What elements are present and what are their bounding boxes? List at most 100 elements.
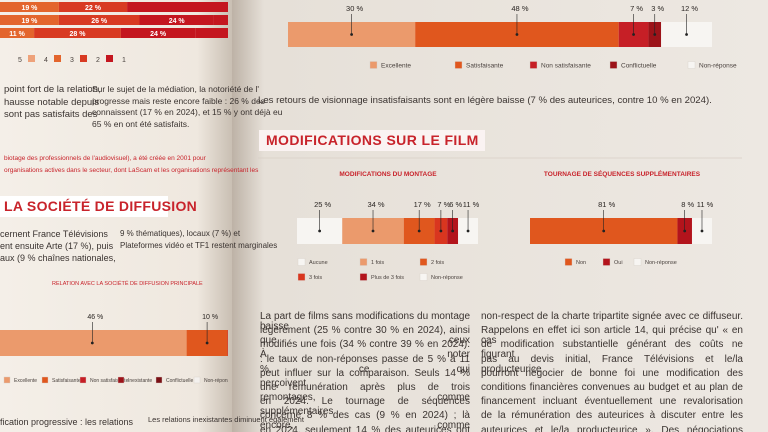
- paragraph: hausse notable depuis: [4, 96, 100, 108]
- chart-title: RELATION AVEC LA SOCIÉTÉ DE DIFFUSION PR…: [52, 280, 203, 287]
- value-label: 19 %: [21, 5, 38, 12]
- label-dot: [700, 229, 704, 233]
- legend-label: Conflictuelle: [621, 62, 657, 69]
- legend-label: Non-réponse: [204, 378, 233, 384]
- paragraph: La part de films sans modifications du m…: [260, 311, 470, 332]
- legend-label: 1 fois: [371, 260, 384, 266]
- value-label: 46 %: [87, 314, 103, 321]
- paragraph: une rémunération après plus de trois rem…: [260, 382, 470, 403]
- legend-label: Oui: [614, 260, 623, 266]
- paragraph: légèrement (25 % contre 30 % en 2024), a…: [260, 325, 470, 347]
- value-label: 11 %: [463, 200, 480, 209]
- legend-swatch: [41, 376, 49, 384]
- value-label: 7 %: [630, 4, 643, 13]
- paragraph: 65 % en ont été satisfaits.: [92, 118, 190, 129]
- value-label: 10 %: [202, 314, 218, 321]
- legend-label: Excellente: [381, 62, 411, 69]
- bar-segment: [58, 2, 128, 12]
- legend-label: Non satisfaisante: [541, 62, 591, 69]
- legend-label: 4: [44, 57, 48, 64]
- paragraph: pourront négocier de bonne foi une modif…: [481, 367, 743, 379]
- legend-label: Conflictuelle: [166, 378, 193, 384]
- legend-swatch: [359, 273, 368, 281]
- label-dot: [451, 229, 455, 233]
- legend-label: Aucune: [309, 260, 328, 266]
- paragraph: de modification substantielle générant d…: [481, 339, 743, 361]
- bar-rest: [127, 2, 228, 12]
- legend-swatch: [193, 376, 201, 384]
- paragraph: conditions financières convenues au budg…: [481, 382, 743, 393]
- paragraph: pas au devis initial, France Télévisions…: [481, 353, 743, 375]
- paragraph: Les relations inexistantes diminuent éga…: [148, 415, 304, 424]
- value-label: 34 %: [367, 200, 384, 209]
- value-label: 6 %: [449, 200, 462, 209]
- bar-segment: [139, 15, 214, 25]
- paragraph: Rappelons en effet ici son article 14, q…: [481, 325, 743, 347]
- legend-label: 3: [70, 57, 74, 64]
- value-label: 7 %: [437, 200, 450, 209]
- paragraph: point fort de la relation,: [4, 84, 101, 95]
- bar-segment: [120, 28, 196, 38]
- legend-swatch: [28, 55, 35, 62]
- value-label: 81 %: [598, 200, 615, 209]
- legend-swatch: [79, 376, 87, 384]
- bar-rest: [195, 28, 228, 38]
- paragraph: auteurices et le/la producteurice ». Des…: [481, 424, 743, 432]
- left-heading-box: [0, 196, 168, 217]
- legend-swatch: [297, 258, 306, 266]
- value-label: 3 %: [651, 4, 664, 13]
- value-label: 22 %: [85, 5, 102, 12]
- legend-label: 2: [96, 57, 100, 64]
- paragraph: cernent France Télévisions: [0, 229, 108, 239]
- legend-swatch: [155, 376, 163, 384]
- left-content: 19 % 22 % 19 % 26 % 24 % 11 % 28 % 24 % 5 4 3 2 1 REL…: [0, 2, 233, 384]
- value-label: 48 %: [511, 4, 528, 13]
- legend-label: Non satisfaisante: [90, 378, 129, 384]
- legend-label: Non: [576, 260, 586, 266]
- bar-segment: [34, 28, 121, 38]
- value-label: 17 %: [414, 200, 431, 209]
- legend-swatch: [633, 258, 642, 266]
- legend-swatch: [359, 258, 368, 266]
- label-dot: [318, 229, 322, 233]
- legend-label: 3 fois: [309, 275, 322, 281]
- paragraph: concerne 8 % des cas (9 % en 2024) ; là …: [260, 410, 470, 432]
- label-dot: [205, 341, 209, 345]
- value-label: 26 %: [91, 18, 108, 25]
- paragraph: peut influer sur la comparaison. Seuls 1…: [260, 367, 470, 389]
- legend-swatch: [419, 273, 428, 281]
- paragraph: de la rémunération des auteurices à disc…: [481, 410, 743, 422]
- right-content: 30 % 48 % 7 % 3 % 12 % Excellente Satisfaisant…: [288, 4, 737, 281]
- legend-swatch: [369, 61, 378, 69]
- legend-swatch: [687, 61, 696, 69]
- paragraph: ent ensuite Arte (17 %), puis: [0, 241, 114, 251]
- paragraph: non-respect de la charte tripartite sign…: [481, 311, 743, 322]
- paragraph: aux (9 % chaînes nationales,: [0, 253, 116, 263]
- paragraph: financement incluant éventuellement une …: [481, 396, 743, 408]
- value-label: 11 %: [9, 31, 25, 38]
- paragraph: Sur le sujet de la médiation, la notorié…: [92, 84, 259, 94]
- section-heading: LA SOCIÉTÉ DE DIFFUSION: [4, 198, 198, 214]
- legend-swatch: [529, 61, 538, 69]
- chart-title: TOURNAGE DE SÉQUENCES SUPPLÉMENTAIRES: [544, 169, 701, 178]
- legend-label: Excellente: [14, 378, 37, 384]
- legend-label: Satisfaisante: [52, 378, 81, 384]
- note: biotage des professionnels de l'audiovis…: [4, 155, 206, 162]
- bar-segment: [0, 15, 59, 25]
- label-dot: [632, 33, 635, 36]
- value-label: 8 %: [681, 200, 694, 209]
- paragraph: modifiés une fois (34 % contre 39 % en 2…: [260, 339, 470, 361]
- paragraph: connaissent (17 % en 2024), et 15 % y on…: [92, 107, 283, 117]
- paragraph: sont pas satisfaits des: [4, 109, 98, 120]
- value-label: 11 %: [697, 200, 714, 209]
- right-heading-box: [259, 130, 485, 151]
- legend-label: 2 fois: [431, 260, 444, 266]
- legend-swatch: [54, 55, 61, 62]
- value-label: 24 %: [150, 31, 167, 38]
- label-dot: [350, 33, 353, 36]
- label-dot: [683, 229, 687, 233]
- bar-rest: [227, 330, 228, 356]
- legend-label: Non-réponse: [645, 260, 677, 266]
